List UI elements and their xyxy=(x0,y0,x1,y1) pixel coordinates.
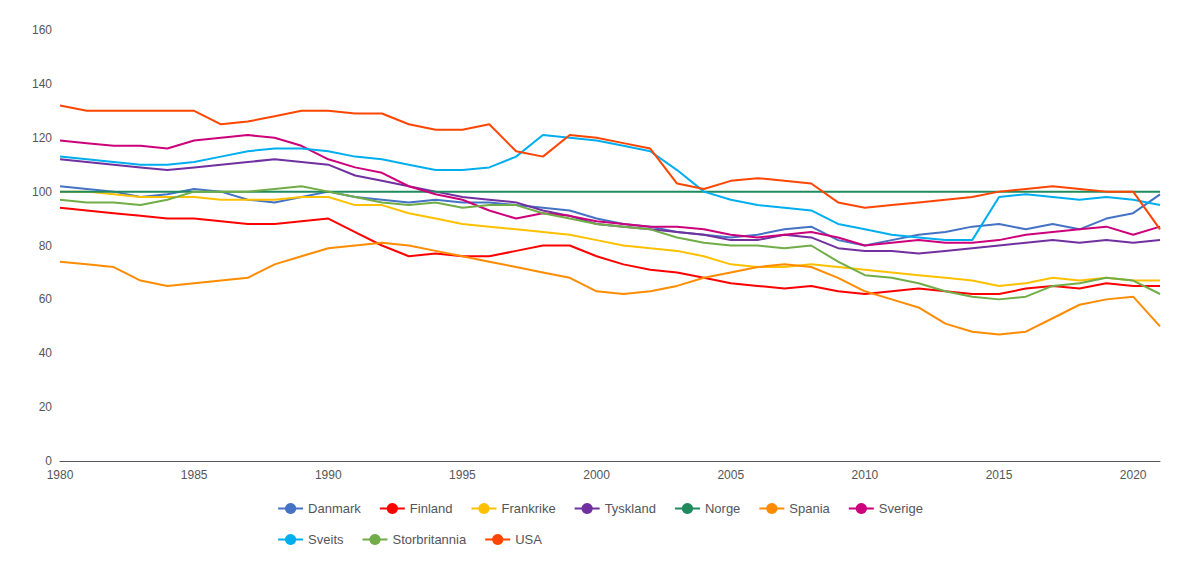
svg-text:Storbritannia: Storbritannia xyxy=(392,532,466,547)
svg-text:1985: 1985 xyxy=(181,468,208,482)
svg-text:140: 140 xyxy=(32,77,52,91)
svg-text:160: 160 xyxy=(32,23,52,37)
svg-text:Norge: Norge xyxy=(705,501,740,516)
svg-text:20: 20 xyxy=(39,400,53,414)
svg-text:Frankrike: Frankrike xyxy=(501,501,555,516)
svg-text:120: 120 xyxy=(32,131,52,145)
svg-text:Tyskland: Tyskland xyxy=(605,501,656,516)
svg-text:2000: 2000 xyxy=(583,468,610,482)
svg-text:80: 80 xyxy=(39,239,53,253)
svg-text:2010: 2010 xyxy=(852,468,879,482)
svg-text:2005: 2005 xyxy=(717,468,744,482)
svg-text:Danmark: Danmark xyxy=(308,501,361,516)
svg-text:Sveits: Sveits xyxy=(308,532,344,547)
svg-text:Spania: Spania xyxy=(789,501,830,516)
svg-text:2020: 2020 xyxy=(1120,468,1147,482)
svg-text:USA: USA xyxy=(515,532,542,547)
svg-text:2015: 2015 xyxy=(986,468,1013,482)
svg-text:60: 60 xyxy=(39,292,53,306)
svg-text:0: 0 xyxy=(45,454,52,468)
svg-text:Finland: Finland xyxy=(410,501,453,516)
svg-text:100: 100 xyxy=(32,185,52,199)
svg-text:40: 40 xyxy=(39,346,53,360)
svg-text:1990: 1990 xyxy=(315,468,342,482)
svg-text:Sverige: Sverige xyxy=(879,501,923,516)
svg-text:1995: 1995 xyxy=(449,468,476,482)
svg-text:1980: 1980 xyxy=(47,468,74,482)
